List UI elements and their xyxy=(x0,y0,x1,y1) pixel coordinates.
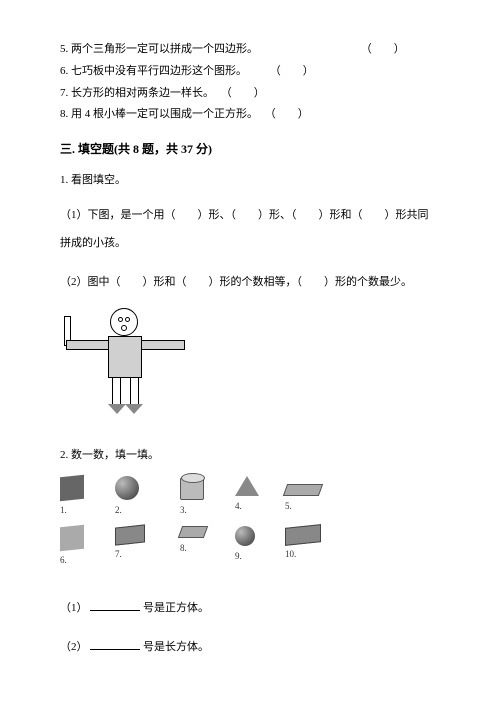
leg-left xyxy=(112,377,121,405)
eye-right xyxy=(125,317,130,322)
prism-icon xyxy=(283,484,323,496)
torso-rect xyxy=(108,336,142,378)
tf-q7-blank: （ ） xyxy=(221,87,265,99)
q1-sub1: （1）下图，是一个用（ ）形、（ ）形、（ ）形和（ ）形共同 拼成的小孩。 xyxy=(60,201,450,258)
eye-left xyxy=(118,317,123,322)
sphere2-icon xyxy=(235,526,255,546)
tf-q6-text: 6. 七巧板中没有平行四边形这个图形。 xyxy=(60,65,247,77)
tf-q5-blank: （ ） xyxy=(361,40,405,60)
q1-sub1-line2: 拼成的小孩。 xyxy=(60,229,450,258)
mouth xyxy=(121,325,127,331)
head-circle xyxy=(110,308,138,336)
tf-q5-text: 5. 两个三角形一定可以拼成一个四边形。 xyxy=(60,43,258,55)
shape-label-10: 10. xyxy=(285,546,345,562)
tf-q6-blank: （ ） xyxy=(270,65,314,77)
shape-2: 2. xyxy=(115,476,175,518)
q1-sub1-line1: （1）下图，是一个用（ ）形、（ ）形、（ ）形和（ ）形共同 xyxy=(60,201,450,230)
q2-b1-prefix: （1） xyxy=(60,602,88,614)
shape-6: 6. xyxy=(60,526,120,568)
tf-q8-blank: （ ） xyxy=(265,108,309,120)
shape-label-3: 3. xyxy=(180,502,240,518)
tf-q8-text: 8. 用 4 根小棒一定可以围成一个正方形。 xyxy=(60,108,258,120)
shape-label-8: 8. xyxy=(180,540,240,556)
cube2-icon xyxy=(60,525,84,552)
leg-right xyxy=(130,377,139,405)
cone-icon xyxy=(235,476,259,496)
q2-blank1: （1） 号是正方体。 xyxy=(60,594,450,623)
shape-label-2: 2. xyxy=(115,502,175,518)
shape-7: 7. xyxy=(115,526,175,562)
shape-label-6: 6. xyxy=(60,552,120,568)
page: 5. 两个三角形一定可以拼成一个四边形。 （ ） 6. 七巧板中没有平行四边形这… xyxy=(0,0,500,711)
q2-stem: 2. 数一数，填一填。 xyxy=(60,446,450,466)
cylinder-icon xyxy=(180,476,204,500)
arm-right xyxy=(141,340,185,350)
tf-item-7: 7. 长方形的相对两条边一样长。 （ ） xyxy=(60,84,450,104)
shape-8: 8. xyxy=(180,526,240,556)
q2-blank2: （2） 号是长方体。 xyxy=(60,633,450,662)
tf-item-5: 5. 两个三角形一定可以拼成一个四边形。 （ ） xyxy=(60,40,450,60)
section-3-title: 三. 填空题(共 8 题，共 37 分) xyxy=(60,139,450,161)
cuboid2-icon xyxy=(285,524,321,546)
q2-b1-suffix: 号是正方体。 xyxy=(143,602,209,614)
blank-line-1 xyxy=(90,598,140,611)
tf-item-6: 6. 七巧板中没有平行四边形这个图形。 （ ） xyxy=(60,62,450,82)
shape-1: 1. xyxy=(60,476,120,518)
sphere-icon xyxy=(115,476,139,500)
cube-icon xyxy=(60,475,84,502)
shape-label-1: 1. xyxy=(60,502,120,518)
shapes-grid: 1. 2. 3. 4. 5. 6. 7. 8. xyxy=(60,476,380,576)
cuboid-icon xyxy=(115,525,145,546)
foot-right-triangle xyxy=(125,404,143,414)
stick-figure xyxy=(60,308,450,428)
tf-q7-text: 7. 长方形的相对两条边一样长。 xyxy=(60,87,214,99)
shape-10: 10. xyxy=(285,526,345,562)
q2-b2-suffix: 号是长方体。 xyxy=(143,641,209,653)
foot-left-triangle xyxy=(108,404,126,414)
blank-line-2 xyxy=(90,637,140,650)
shape-label-7: 7. xyxy=(115,546,175,562)
shape-label-5: 5. xyxy=(285,498,345,514)
tf-item-8: 8. 用 4 根小棒一定可以围成一个正方形。 （ ） xyxy=(60,105,450,125)
q1-stem: 1. 看图填空。 xyxy=(60,171,450,191)
prism2-icon xyxy=(178,526,208,538)
q2-b2-prefix: （2） xyxy=(60,641,88,653)
q1-sub2: （2）图中（ ）形和（ ）形的个数相等，（ ）形的个数最少。 xyxy=(60,268,450,297)
arm-left xyxy=(66,340,109,350)
shape-5: 5. xyxy=(285,484,345,514)
shape-3: 3. xyxy=(180,476,240,518)
